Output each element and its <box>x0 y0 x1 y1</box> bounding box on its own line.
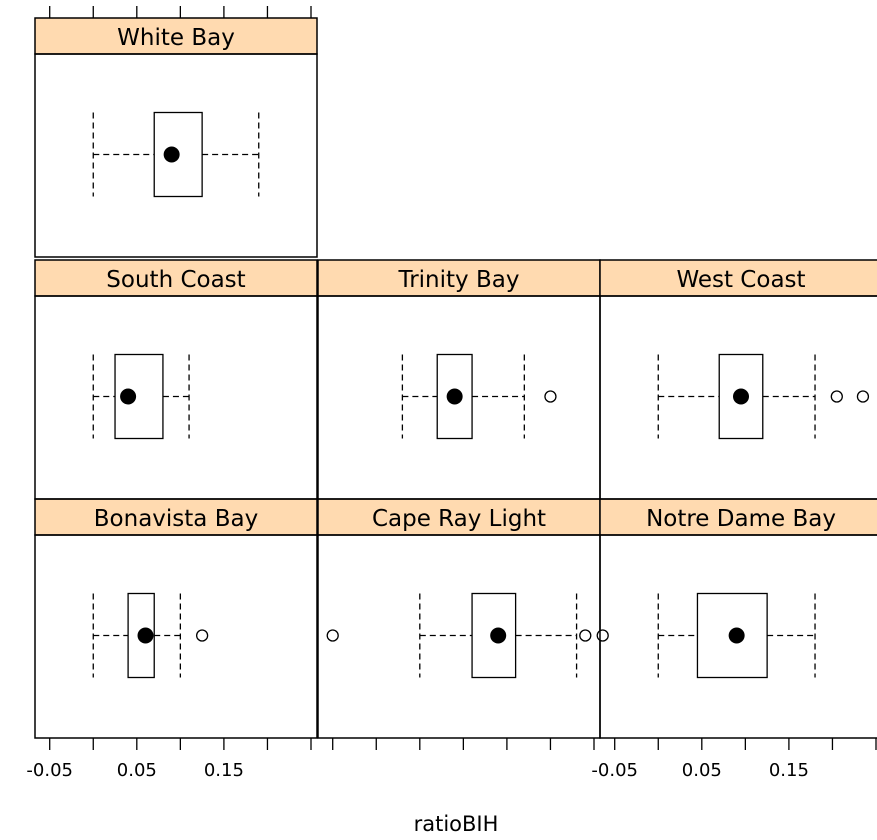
strip-label: Notre Dame Bay <box>646 506 836 532</box>
iqr-box <box>696 592 768 679</box>
iqr-box <box>127 592 155 679</box>
outlier-point <box>195 629 209 642</box>
panel-west-coast: West Coast <box>599 259 877 500</box>
iqr-box <box>436 353 473 440</box>
median-dot <box>733 388 749 405</box>
panel-frame <box>599 534 877 739</box>
median-dot <box>728 627 745 644</box>
iqr-box <box>471 592 517 679</box>
strip-label: Trinity Bay <box>398 267 520 293</box>
median-dot <box>163 146 180 163</box>
panel-south-coast: South Coast <box>34 259 318 500</box>
panels-layer: Bonavista Bay Cape Ray Light Notre Dame Ba… <box>34 17 877 739</box>
tick-label: 0.15 <box>769 760 809 781</box>
panel-cape-ray-light: Cape Ray Light <box>317 498 609 739</box>
tick-label: -0.05 <box>26 760 73 781</box>
strip <box>599 259 877 297</box>
axes-layer: -0.05 0.05 0.15 -0.05 0.05 0.15 <box>26 6 877 781</box>
panel-white-bay: White Bay <box>34 17 318 258</box>
panel-frame <box>599 295 877 500</box>
strip-label: West Coast <box>676 267 805 293</box>
strip <box>34 498 318 536</box>
panel-frame <box>317 534 601 739</box>
panel-frame <box>34 53 318 258</box>
strip-label: Bonavista Bay <box>94 506 258 532</box>
tick-label: 0.15 <box>204 760 244 781</box>
panel-notre-dame-bay: Notre Dame Bay <box>599 498 877 739</box>
panel-frame <box>34 534 318 739</box>
strip <box>34 259 318 297</box>
strip-label: South Coast <box>106 267 245 293</box>
strip-label: Cape Ray Light <box>372 506 546 532</box>
iqr-box <box>718 353 764 440</box>
median-dot <box>446 388 463 405</box>
panel-trinity-bay: Trinity Bay <box>317 259 601 500</box>
median-dot <box>490 627 507 644</box>
outlier-point <box>579 629 592 642</box>
tick-label: 0.05 <box>117 760 157 781</box>
tick-label: -0.05 <box>591 760 638 781</box>
iqr-box <box>153 111 203 198</box>
strip <box>317 259 601 297</box>
outlier-point <box>326 629 339 642</box>
outlier-point <box>856 390 870 403</box>
strip-label: White Bay <box>117 25 235 51</box>
panel-frame <box>34 295 318 500</box>
x-axis-title: ratioBIH <box>414 812 499 836</box>
outlier-point <box>596 629 609 642</box>
iqr-box <box>114 353 164 440</box>
outlier-point <box>830 390 843 403</box>
panel-bonavista-bay: Bonavista Bay <box>34 498 318 739</box>
outlier-point <box>544 390 557 403</box>
median-dot <box>137 627 154 644</box>
tick-label: 0.05 <box>682 760 722 781</box>
median-dot <box>120 388 137 405</box>
